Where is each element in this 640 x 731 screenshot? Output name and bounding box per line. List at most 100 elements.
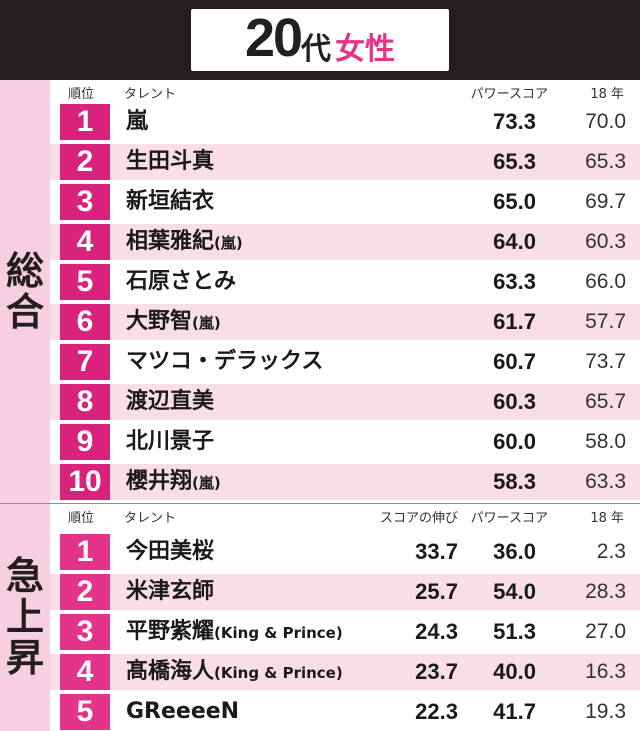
power-score: 36.0: [493, 539, 536, 564]
talent-group: (嵐): [192, 314, 221, 332]
section-divider: [0, 503, 640, 504]
talent-name: 大野智(嵐): [126, 304, 221, 340]
title-dai: 代: [301, 32, 332, 67]
talent-name-main: 髙橋海人: [126, 659, 215, 684]
power-score: 54.0: [493, 579, 536, 604]
talent-group: (嵐): [214, 234, 243, 252]
rank-number: 8: [60, 384, 110, 420]
overall-section: 総 合 順位 タレント パワースコア 18 年 1 嵐 73.3 70.0 2 生田斗真 6…: [0, 80, 640, 504]
power-score: 41.7: [493, 699, 536, 724]
page-title: 20 代 女性: [191, 9, 449, 71]
header-prev-year: 18 年: [590, 87, 624, 102]
prev-year-score: 65.3: [585, 150, 626, 173]
talent-name: マツコ・デラックス: [126, 344, 323, 380]
rank-number: 9: [60, 424, 110, 460]
prev-year-score: 66.0: [585, 270, 626, 293]
rank-number: 5: [60, 264, 110, 300]
table-row: 7 マツコ・デラックス 60.7 73.7: [50, 344, 640, 380]
header-prev-year: 18 年: [590, 511, 624, 526]
talent-name-main: 北川景子: [126, 429, 215, 454]
table-row: 3 新垣結衣 65.0 69.7: [50, 184, 640, 220]
prev-year-score: 70.0: [585, 110, 626, 133]
talent-name: 櫻井翔(嵐): [126, 464, 221, 500]
score-growth: 33.7: [415, 539, 458, 564]
prev-year-score: 57.7: [585, 310, 626, 333]
talent-name-main: 渡辺直美: [126, 389, 215, 414]
table-row: 1 今田美桜 33.7 36.0 2.3: [50, 534, 640, 570]
prev-year-score: 19.3: [585, 700, 626, 723]
talent-name: 米津玄師: [126, 574, 214, 610]
prev-year-score: 69.7: [585, 190, 626, 213]
talent-name: 新垣結衣: [126, 184, 214, 220]
power-score: 51.3: [493, 619, 536, 644]
rising-column-headers: 順位 タレント スコアの伸び パワースコア 18 年: [50, 504, 640, 526]
table-row: 2 生田斗真 65.3 65.3: [50, 144, 640, 180]
power-score: 60.7: [493, 349, 536, 374]
rising-label-char: 急: [5, 553, 44, 598]
header-rank: 順位: [68, 511, 95, 526]
talent-name-main: 新垣結衣: [126, 189, 215, 214]
overall-label-char: 合: [5, 290, 44, 334]
prev-year-score: 60.3: [585, 230, 626, 253]
header-power-score: パワースコア: [470, 87, 548, 102]
prev-year-score: 73.7: [585, 350, 626, 373]
talent-name-main: GReeeeN: [126, 699, 240, 724]
header-score-growth: スコアの伸び: [379, 511, 458, 526]
rising-label-char: 昇: [5, 636, 44, 681]
table-row: 9 北川景子 60.0 58.0: [50, 424, 640, 460]
rank-number: 4: [60, 654, 110, 690]
rank-number: 1: [60, 104, 110, 140]
talent-name: 髙橋海人(King & Prince): [126, 654, 343, 690]
talent-name: 渡辺直美: [126, 384, 214, 420]
talent-group: (嵐): [192, 474, 221, 492]
header-banner: 20 代 女性: [0, 0, 640, 80]
table-row: 8 渡辺直美 60.3 65.7: [50, 384, 640, 420]
prev-year-score: 16.3: [585, 660, 626, 683]
prev-year-score: 28.3: [585, 580, 626, 603]
prev-year-score: 65.7: [585, 390, 626, 413]
talent-name: 嵐: [126, 104, 148, 140]
prev-year-score: 27.0: [585, 620, 626, 643]
rank-number: 3: [60, 184, 110, 220]
power-score: 63.3: [493, 269, 536, 294]
table-row: 5 石原さとみ 63.3 66.0: [50, 264, 640, 300]
talent-name-main: マツコ・デラックス: [126, 349, 324, 374]
header-rank: 順位: [68, 87, 95, 102]
power-score: 64.0: [493, 229, 536, 254]
score-growth: 25.7: [415, 579, 458, 604]
talent-name-main: 櫻井翔: [126, 469, 193, 494]
talent-name-main: 平野紫耀: [126, 619, 215, 644]
talent-name: 今田美桜: [126, 534, 214, 570]
table-row: 4 相葉雅紀(嵐) 64.0 60.3: [50, 224, 640, 260]
power-score: 73.3: [493, 109, 536, 134]
talent-name-main: 生田斗真: [126, 149, 215, 174]
power-score: 65.3: [493, 149, 536, 174]
rank-number: 2: [60, 144, 110, 180]
rising-section: 急 上 昇 順位 タレント スコアの伸び パワースコア 18 年 1 今田美桜 33…: [0, 504, 640, 731]
overall-side-label: 総 合: [0, 80, 50, 504]
rank-number: 5: [60, 694, 110, 730]
talent-name: 北川景子: [126, 424, 214, 460]
talent-name: 石原さとみ: [126, 264, 236, 300]
prev-year-score: 58.0: [585, 430, 626, 453]
rank-number: 7: [60, 344, 110, 380]
score-growth: 24.3: [415, 619, 458, 644]
rank-number: 4: [60, 224, 110, 260]
rising-label-char: 上: [5, 594, 44, 639]
header-power-score: パワースコア: [470, 511, 548, 526]
power-score: 58.3: [493, 469, 536, 494]
table-row: 3 平野紫耀(King & Prince) 24.3 51.3 27.0: [50, 614, 640, 650]
talent-group: (King & Prince): [214, 624, 343, 642]
talent-name-main: 米津玄師: [126, 579, 215, 604]
talent-name-main: 大野智: [126, 309, 193, 334]
talent-name-main: 石原さとみ: [126, 269, 237, 294]
rising-side-label: 急 上 昇: [0, 504, 50, 731]
rank-number: 10: [60, 464, 110, 500]
talent-name: GReeeeN: [126, 694, 239, 730]
rank-number: 6: [60, 304, 110, 340]
prev-year-score: 2.3: [596, 540, 626, 563]
talent-name: 相葉雅紀(嵐): [126, 224, 243, 260]
power-score: 40.0: [493, 659, 536, 684]
talent-name: 平野紫耀(King & Prince): [126, 614, 343, 650]
overall-label-char: 総: [5, 248, 44, 293]
